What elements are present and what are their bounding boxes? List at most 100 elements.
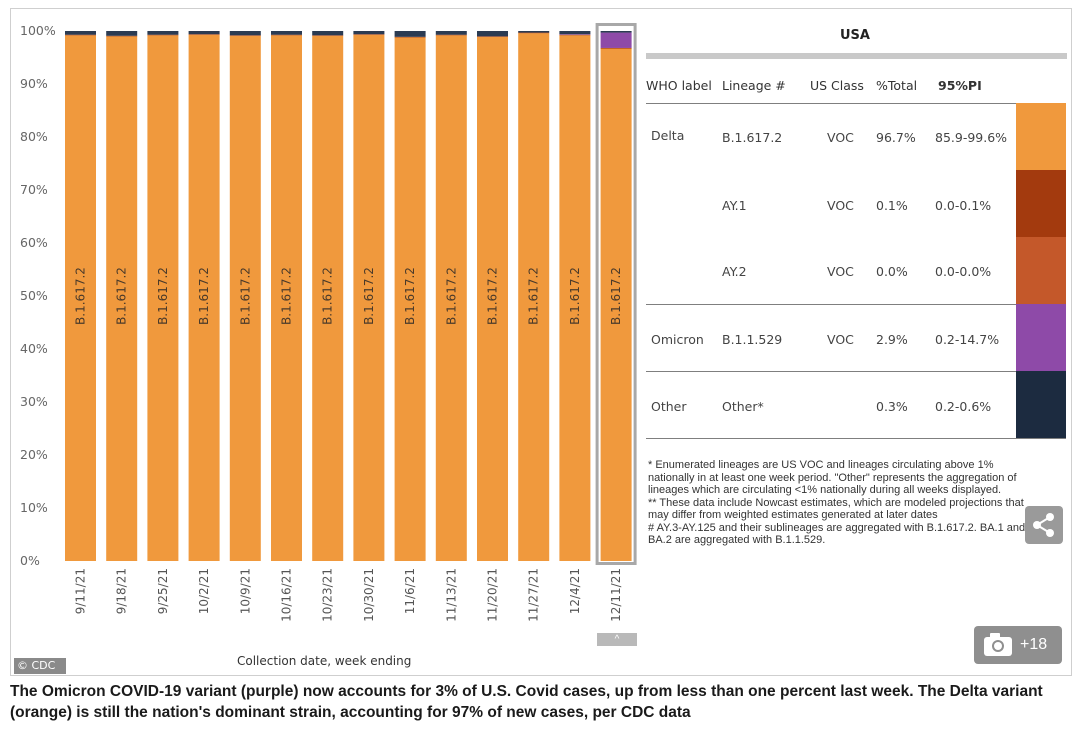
x-tick-label: 11/20/21 xyxy=(486,568,500,622)
row-omicron-pi: 0.2-14.7% xyxy=(935,332,1000,347)
table-divider xyxy=(646,438,1066,439)
x-tick-label: 12/11/21 xyxy=(609,568,623,622)
row-ay2-class: VOC xyxy=(827,264,854,279)
row-delta-class: VOC xyxy=(827,130,854,145)
row-omicron-class: VOC xyxy=(827,332,854,347)
bar-segment xyxy=(353,34,385,35)
row-omicron-lineage: B.1.1.529 xyxy=(722,332,783,347)
bar-segment xyxy=(477,36,508,37)
y-tick-label: 20% xyxy=(20,447,48,462)
bar-segment xyxy=(229,31,261,36)
bar-segment xyxy=(600,32,632,48)
row-ay1-total: 0.1% xyxy=(876,198,908,213)
bar-segment xyxy=(106,31,138,36)
bar-segment xyxy=(271,34,302,36)
footnote-enumerated: * Enumerated lineages are US VOC and lin… xyxy=(648,459,1017,496)
bar-segment xyxy=(271,35,302,562)
bar-segment xyxy=(435,31,467,35)
bar-segment xyxy=(229,35,261,36)
x-tick-label: 10/30/21 xyxy=(362,568,376,622)
y-tick-label: 80% xyxy=(20,129,48,144)
x-axis-label: Collection date, week ending xyxy=(237,654,412,668)
bar-segment xyxy=(188,31,220,35)
gallery-count: +18 xyxy=(1020,636,1048,653)
image-caption: The Omicron COVID-19 variant (purple) no… xyxy=(10,683,1043,721)
camera-icon xyxy=(984,633,1012,656)
share-icon xyxy=(1033,513,1054,537)
footnote-aggregation: # AY.3-AY.125 and their sublineages are … xyxy=(648,521,1026,547)
bar-segment xyxy=(477,31,508,37)
x-tick-label: 12/4/21 xyxy=(568,568,582,614)
y-tick-label: 30% xyxy=(20,394,48,409)
bar-segment xyxy=(559,31,591,35)
bar-segment xyxy=(229,35,261,561)
stacked-bar-chart: 0% 10% 20% 30% 40% 50% 60% 70% 80% 90% 100% B.1.617… xyxy=(20,23,637,622)
bar-segment xyxy=(106,35,138,37)
bar-label: B.1.617.2 xyxy=(238,267,252,325)
x-tick-label: 9/11/21 xyxy=(74,568,88,614)
table-title: USA xyxy=(840,28,870,43)
y-tick-label: 100% xyxy=(20,23,56,38)
row-ay2-total: 0.0% xyxy=(876,264,908,279)
bar-segment xyxy=(518,33,550,562)
x-tick-label: 9/18/21 xyxy=(115,568,129,614)
title-rule xyxy=(646,53,1067,59)
header-total: %Total xyxy=(876,78,918,93)
x-tick-label: 10/23/21 xyxy=(321,568,335,622)
swatch-ay2 xyxy=(1016,237,1066,304)
y-tick-label: 0% xyxy=(20,553,40,568)
row-delta-total: 96.7% xyxy=(876,130,916,145)
x-tick-label: 10/9/21 xyxy=(238,568,252,614)
bar-segment xyxy=(65,35,96,562)
row-ay1-lineage: AY.1 xyxy=(722,198,747,213)
header-us-class: US Class xyxy=(810,78,864,93)
bar-label: B.1.617.2 xyxy=(321,267,335,325)
bar-segment xyxy=(353,31,385,35)
row-delta-pi: 85.9-99.6% xyxy=(935,130,1008,145)
bar-segment xyxy=(518,31,550,33)
x-tick-label: 10/16/21 xyxy=(280,568,294,622)
scroll-handle[interactable]: ^ xyxy=(597,633,637,646)
share-button[interactable] xyxy=(1025,506,1063,544)
bar-segment xyxy=(394,37,426,562)
y-tick-label: 50% xyxy=(20,288,48,303)
row-other-pi: 0.2-0.6% xyxy=(935,399,992,414)
footnotes: * Enumerated lineages are US VOC and lin… xyxy=(648,459,1038,547)
table-divider xyxy=(646,371,1016,372)
bar-segment xyxy=(353,34,385,561)
bar-segment xyxy=(600,47,632,49)
bar-label: B.1.617.2 xyxy=(156,267,170,325)
x-tick-label: 9/25/21 xyxy=(156,568,170,614)
table-divider xyxy=(646,304,1016,305)
row-ay1-class: VOC xyxy=(827,198,854,213)
y-tick-label: 90% xyxy=(20,76,48,91)
y-tick-label: 70% xyxy=(20,182,48,197)
x-tick-label: 10/2/21 xyxy=(197,568,211,614)
row-other-lineage: Other* xyxy=(722,399,764,414)
row-ay1-pi: 0.0-0.1% xyxy=(935,198,992,213)
bar-segment xyxy=(394,36,426,38)
bar-segment xyxy=(394,31,426,37)
table-divider xyxy=(646,103,1016,104)
bar-label: B.1.617.2 xyxy=(527,267,541,325)
gallery-button[interactable]: +18 xyxy=(974,626,1062,664)
y-tick-label: 10% xyxy=(20,500,48,515)
bar-segment xyxy=(600,31,632,33)
row-delta-lineage: B.1.617.2 xyxy=(722,130,783,145)
header-who-label: WHO label xyxy=(646,78,712,93)
row-other-who: Other xyxy=(651,399,687,414)
bar-segment xyxy=(147,35,179,562)
bar-segment xyxy=(559,34,591,35)
bar-segment xyxy=(600,48,632,562)
swatch-ay1 xyxy=(1016,170,1066,237)
bar-label: B.1.617.2 xyxy=(197,267,211,325)
y-tick-label: 60% xyxy=(20,235,48,250)
bar-label: B.1.617.2 xyxy=(280,267,294,325)
bar-label: B.1.617.2 xyxy=(609,267,623,325)
row-delta-who: Delta xyxy=(651,128,685,143)
row-omicron-who: Omicron xyxy=(651,332,704,347)
swatch-other xyxy=(1016,371,1066,438)
bar-segment xyxy=(312,35,344,36)
bar-segment xyxy=(312,31,344,36)
bar-segment xyxy=(147,31,179,35)
